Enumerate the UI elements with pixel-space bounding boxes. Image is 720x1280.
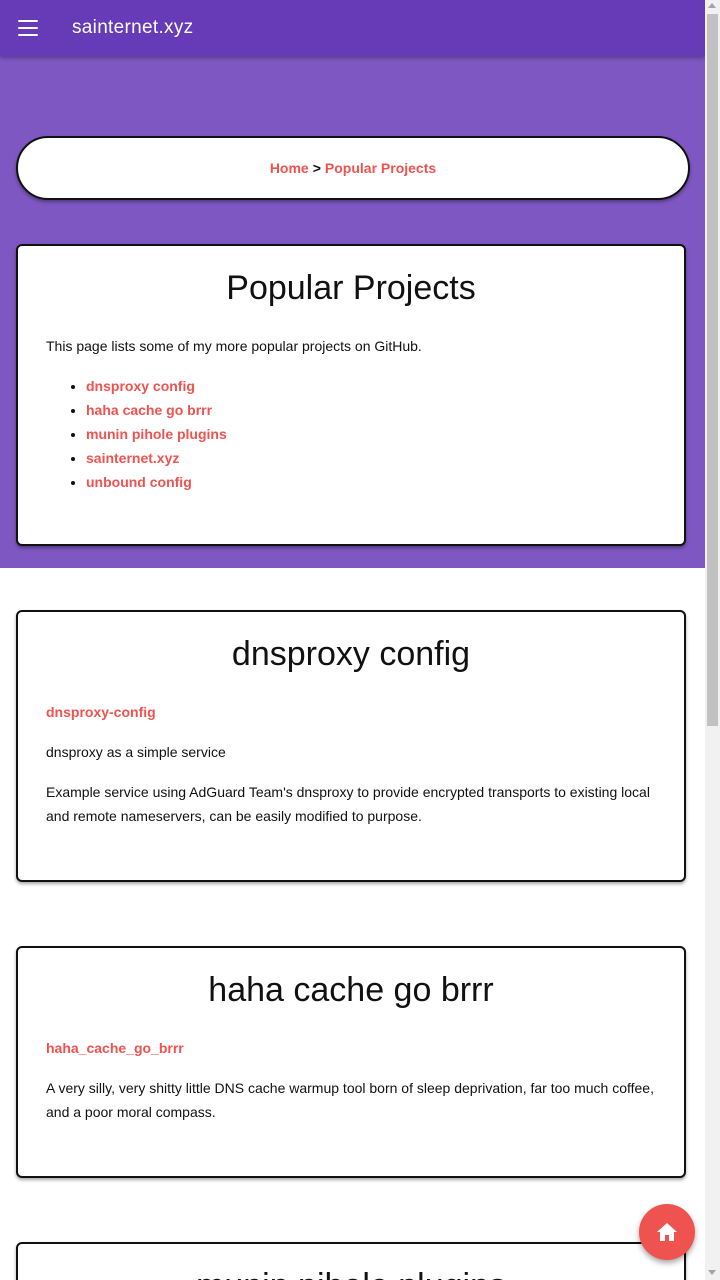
project-card-haha-cache-go-brrr: haha cache go brrr haha_cache_go_brrr A … bbox=[16, 946, 686, 1178]
breadcrumb-home-link[interactable]: Home bbox=[269, 160, 309, 176]
intro-text: This page lists some of my more popular … bbox=[46, 338, 422, 354]
scroll-up-arrow-icon[interactable] bbox=[708, 3, 716, 8]
repo-link[interactable]: dnsproxy-config bbox=[46, 704, 156, 720]
breadcrumb-current-link[interactable]: Popular Projects bbox=[324, 160, 437, 176]
home-icon bbox=[657, 1223, 677, 1241]
project-link-munin-pihole-plugins[interactable]: munin pihole plugins bbox=[86, 426, 227, 442]
project-summary: dnsproxy as a simple service bbox=[46, 744, 226, 760]
project-card-dnsproxy-config: dnsproxy config dnsproxy-config dnsproxy… bbox=[16, 610, 686, 882]
list-item: dnsproxy config bbox=[86, 374, 656, 398]
app-bar: sainternet.xyz bbox=[0, 0, 705, 56]
project-link-list: dnsproxy config haha cache go brrr munin… bbox=[46, 374, 656, 494]
project-link-sainternet-xyz[interactable]: sainternet.xyz bbox=[86, 450, 180, 466]
page-title: Popular Projects bbox=[226, 269, 476, 307]
breadcrumb: Home > Popular Projects bbox=[16, 136, 690, 200]
scrollbar-thumb[interactable] bbox=[707, 14, 718, 726]
project-title: dnsproxy config bbox=[231, 635, 471, 673]
project-link-dnsproxy-config[interactable]: dnsproxy config bbox=[86, 378, 195, 394]
home-fab-button[interactable] bbox=[639, 1204, 695, 1260]
project-card-munin-pihole-plugins: munin pihole plugins bbox=[16, 1242, 686, 1280]
project-link-haha-cache-go-brrr[interactable]: haha cache go brrr bbox=[86, 402, 213, 418]
project-link-unbound-config[interactable]: unbound config bbox=[86, 474, 192, 490]
project-description: Example service using AdGuard Team's dns… bbox=[46, 784, 650, 824]
list-item: munin pihole plugins bbox=[86, 422, 656, 446]
project-description: A very silly, very shitty little DNS cac… bbox=[46, 1080, 654, 1120]
breadcrumb-separator: > bbox=[312, 160, 321, 176]
site-title[interactable]: sainternet.xyz bbox=[72, 17, 194, 38]
repo-link[interactable]: haha_cache_go_brrr bbox=[46, 1040, 184, 1056]
menu-icon[interactable] bbox=[18, 20, 38, 36]
page: sainternet.xyz Home > Popular Projects P… bbox=[0, 0, 705, 1280]
project-title: haha cache go brrr bbox=[208, 971, 494, 1009]
scroll-down-arrow-icon[interactable] bbox=[708, 1270, 716, 1275]
list-item: sainternet.xyz bbox=[86, 446, 656, 470]
intro-card: Popular Projects This page lists some of… bbox=[16, 244, 686, 546]
list-item: haha cache go brrr bbox=[86, 398, 656, 422]
project-title: munin pihole plugins bbox=[46, 1266, 656, 1280]
list-item: unbound config bbox=[86, 470, 656, 494]
